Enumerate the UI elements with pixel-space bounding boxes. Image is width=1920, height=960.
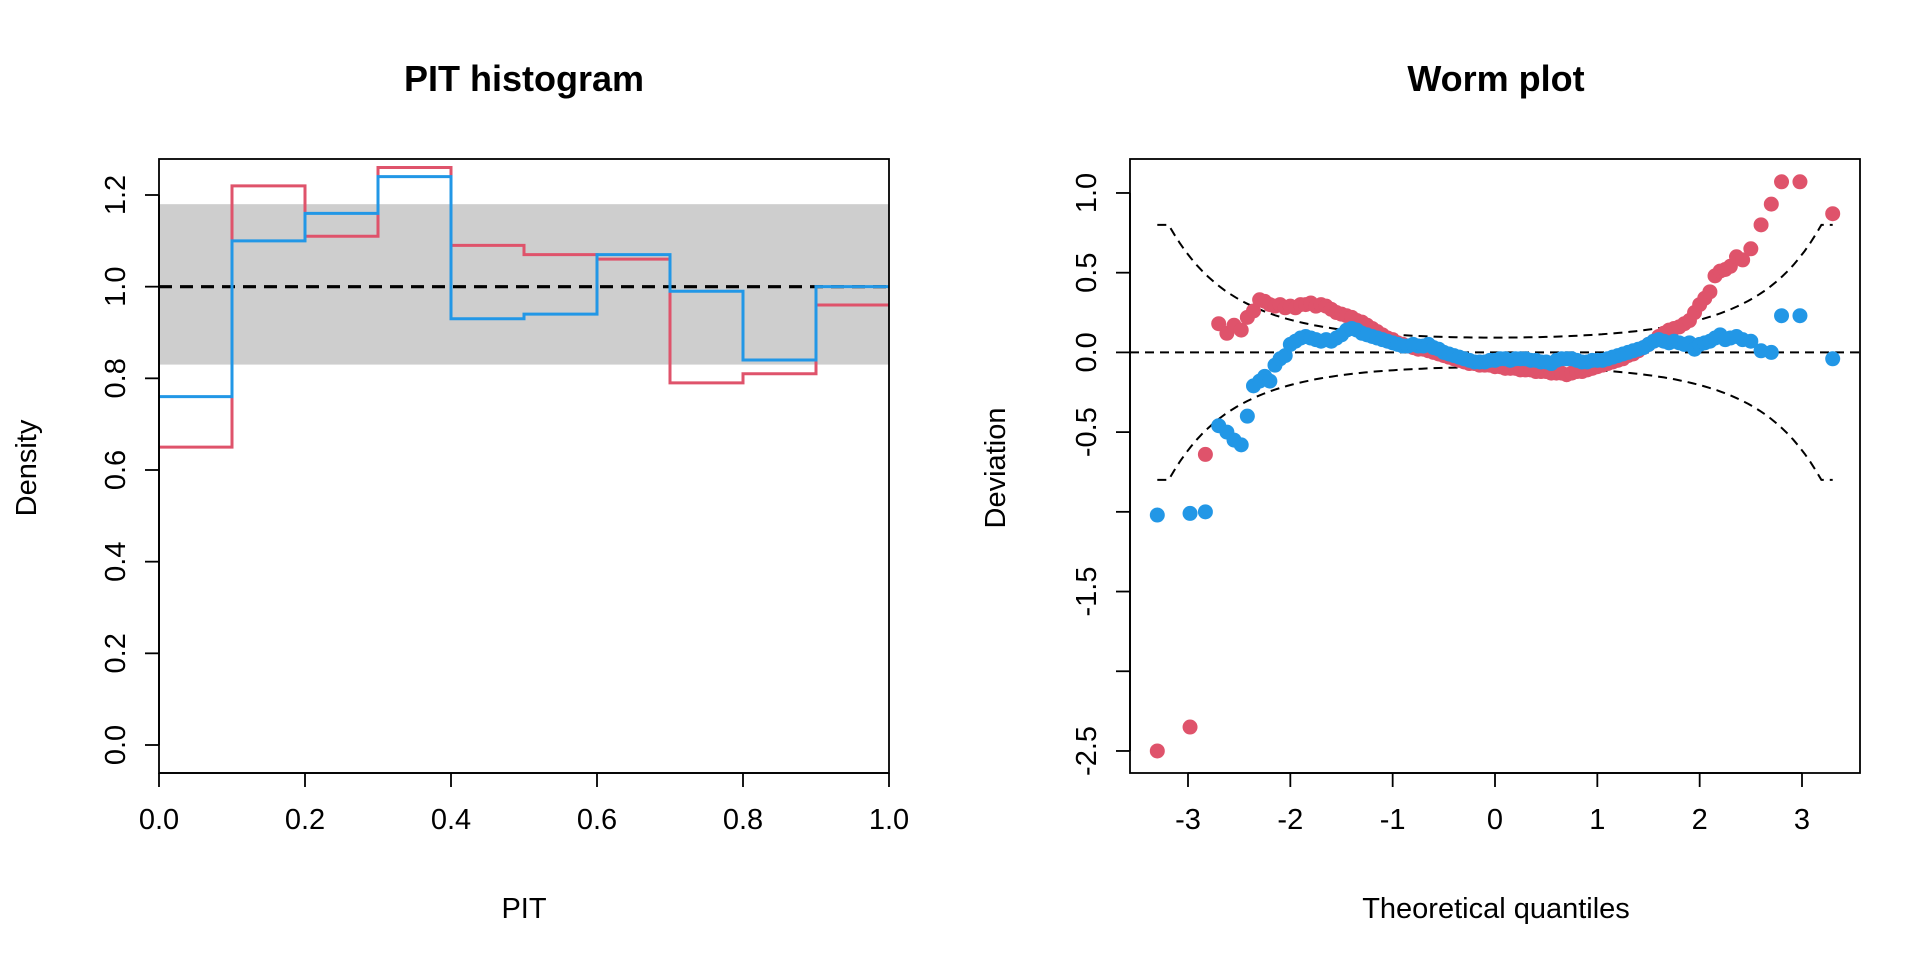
data-point <box>1825 351 1841 367</box>
data-point <box>1233 322 1249 338</box>
y-tick-label: -0.5 <box>1071 407 1103 457</box>
y-tick-label: 1.2 <box>100 175 132 215</box>
y-tick-label: 0.5 <box>1071 253 1103 293</box>
y-tick-label: 1.0 <box>100 267 132 307</box>
y-axis-label: Deviation <box>980 408 1012 529</box>
data-point <box>1743 241 1759 257</box>
x-tick-label: 0.8 <box>723 804 763 836</box>
y-tick-label: 1.0 <box>1071 173 1103 213</box>
worm-series-2 <box>1149 308 1841 523</box>
x-axis-label: PIT <box>501 893 546 925</box>
y-tick-label: -1.5 <box>1071 567 1103 617</box>
data-point <box>1702 284 1718 300</box>
data-point <box>1743 333 1759 349</box>
y-tick-label: 0.4 <box>100 542 132 582</box>
chart-title: Worm plot <box>1407 58 1584 99</box>
x-axis-label: Theoretical quantiles <box>1362 893 1630 925</box>
data-point <box>1197 504 1213 520</box>
data-point <box>1149 743 1165 759</box>
x-tick-label: 0.6 <box>577 804 617 836</box>
histogram-series-2 <box>159 175 889 399</box>
x-tick-label: -3 <box>1175 804 1201 836</box>
pit-histogram-panel: PIT histogram PIT Density 0.0 0.2 0.4 0.6 0.… <box>11 58 909 925</box>
data-point <box>1262 373 1278 389</box>
data-point <box>1239 408 1255 424</box>
data-point <box>1182 719 1198 735</box>
x-tick-label: -1 <box>1380 804 1406 836</box>
data-point <box>1763 196 1779 212</box>
x-tick-label: 0 <box>1487 804 1503 836</box>
data-point <box>1792 174 1808 190</box>
x-tick-label: 0.2 <box>285 804 325 836</box>
data-point <box>1792 308 1808 324</box>
data-point <box>1753 217 1769 233</box>
data-point <box>1277 348 1293 364</box>
x-tick-label: 0.4 <box>431 804 471 836</box>
data-point <box>1182 505 1198 521</box>
envelope-upper <box>1157 223 1833 339</box>
data-point <box>1763 344 1779 360</box>
data-point <box>1774 174 1790 190</box>
y-tick-label: 0.8 <box>100 358 132 398</box>
x-tick-label: 1 <box>1589 804 1605 836</box>
chart-title: PIT histogram <box>404 58 644 99</box>
y-tick-label: 0.6 <box>100 450 132 490</box>
plot-frame <box>1129 158 1861 774</box>
x-tick-label: 2 <box>1692 804 1708 836</box>
x-tick-label: 1.0 <box>869 804 909 836</box>
plot-frame <box>158 158 890 774</box>
data-point <box>1149 507 1165 523</box>
worm-plot-panel: Worm plot Theoretical quantiles Deviatio… <box>980 58 1861 925</box>
confidence-band <box>159 204 889 365</box>
data-point <box>1774 308 1790 324</box>
y-axis-label: Density <box>11 419 43 516</box>
y-tick-label: -2.5 <box>1071 726 1103 776</box>
data-point <box>1735 252 1751 268</box>
x-tick-label: -2 <box>1277 804 1303 836</box>
y-tick-label: 0.2 <box>100 633 132 673</box>
data-point <box>1197 446 1213 462</box>
data-point <box>1245 303 1261 319</box>
data-point <box>1825 206 1841 222</box>
x-tick-label: 3 <box>1794 804 1810 836</box>
y-tick-label: 0.0 <box>100 725 132 765</box>
x-tick-label: 0.0 <box>139 804 179 836</box>
histogram-series-1 <box>159 166 889 449</box>
y-tick-label: 0.0 <box>1071 332 1103 372</box>
data-point <box>1233 437 1249 453</box>
worm-series-1 <box>1149 174 1841 759</box>
